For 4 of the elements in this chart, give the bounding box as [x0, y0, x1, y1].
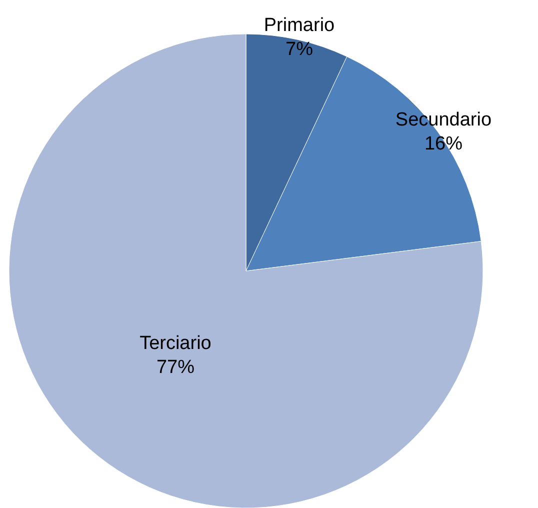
slice-label: Terciario [140, 333, 212, 354]
data-label: 7% [286, 38, 314, 60]
data-label: 77% [156, 357, 195, 378]
slice-label: Primario [264, 14, 335, 36]
